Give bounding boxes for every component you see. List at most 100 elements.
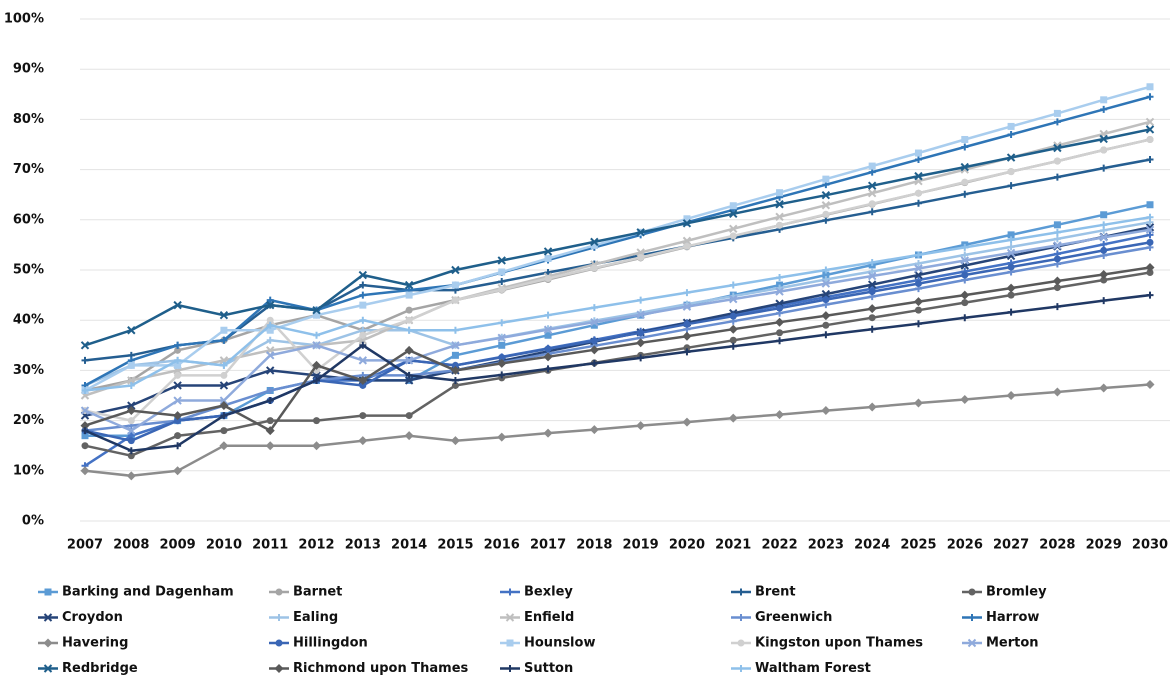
series: [80, 117, 1155, 400]
legend-label: Havering: [62, 636, 128, 651]
x-tick-label: 2011: [252, 538, 288, 553]
marker: [266, 321, 274, 329]
marker: [497, 256, 506, 265]
marker: [961, 143, 969, 151]
marker: [313, 417, 321, 425]
legend-item: Barking and Dagenham: [38, 585, 234, 600]
legend-marker: [968, 588, 976, 596]
marker: [960, 290, 970, 300]
marker: [682, 219, 692, 228]
marker: [1146, 201, 1154, 209]
marker: [683, 215, 691, 223]
marker: [219, 310, 229, 320]
marker: [868, 258, 876, 266]
marker: [544, 331, 552, 339]
marker: [729, 312, 737, 320]
marker: [1099, 270, 1109, 280]
series: [80, 262, 1155, 436]
legend-item: Merton: [962, 636, 1039, 651]
marker: [960, 256, 969, 265]
marker: [81, 356, 89, 364]
marker: [404, 345, 414, 355]
marker: [1100, 146, 1108, 154]
series: [81, 291, 1154, 455]
marker: [775, 200, 784, 209]
marker: [961, 314, 969, 322]
x-tick-label: 2018: [576, 538, 612, 553]
marker: [1146, 213, 1154, 221]
marker: [451, 341, 460, 350]
y-tick-label: 10%: [13, 463, 44, 478]
series-line: [84, 383, 1151, 478]
marker: [359, 281, 367, 289]
marker: [822, 216, 830, 224]
marker: [174, 356, 182, 364]
marker: [1100, 164, 1108, 172]
marker: [776, 304, 784, 312]
marker: [265, 426, 275, 436]
legend-label: Croydon: [62, 610, 123, 625]
marker: [868, 325, 876, 333]
marker: [1100, 297, 1108, 305]
legend-marker: [275, 639, 283, 647]
marker: [266, 386, 274, 394]
marker: [359, 341, 367, 349]
marker: [312, 341, 321, 350]
marker: [637, 354, 645, 362]
series-line: [85, 203, 1151, 437]
legend-label: Brent: [755, 585, 796, 600]
marker: [914, 264, 923, 273]
marker: [1146, 269, 1154, 277]
x-tick-label: 2007: [67, 538, 103, 553]
x-tick-label: 2027: [993, 538, 1029, 553]
marker: [312, 305, 321, 315]
marker: [1053, 221, 1061, 229]
marker: [1006, 153, 1016, 162]
marker: [729, 336, 737, 344]
marker: [1053, 303, 1061, 311]
legend-item: Hillingdon: [269, 636, 368, 651]
marker: [543, 428, 553, 438]
marker: [914, 270, 923, 280]
marker: [220, 412, 228, 420]
legend-marker: [737, 665, 745, 672]
marker: [405, 371, 413, 379]
legend-item: Havering: [38, 636, 128, 651]
y-tick-label: 60%: [13, 212, 44, 227]
marker: [1100, 105, 1108, 113]
marker: [728, 413, 738, 423]
x-tick-label: 2015: [437, 538, 473, 553]
marker: [1099, 233, 1108, 242]
marker: [914, 251, 922, 259]
x-tick-label: 2024: [854, 538, 890, 553]
legend-marker: [506, 588, 514, 596]
legend-item: Redbridge: [38, 661, 138, 676]
marker: [683, 289, 691, 297]
marker: [313, 311, 321, 319]
x-tick-label: 2025: [900, 538, 936, 553]
marker: [683, 320, 691, 328]
marker: [728, 324, 738, 334]
legend-marker: [275, 588, 283, 596]
marker: [266, 336, 274, 344]
series-line: [84, 128, 1151, 347]
x-tick-label: 2009: [160, 538, 196, 553]
marker: [682, 331, 692, 341]
legend-marker: [43, 613, 53, 622]
marker: [683, 348, 691, 356]
marker: [822, 296, 830, 304]
marker: [313, 331, 321, 339]
marker: [729, 281, 737, 289]
marker: [1053, 235, 1061, 243]
series: [80, 379, 1155, 481]
marker: [1100, 211, 1108, 219]
marker: [867, 280, 877, 289]
marker: [451, 281, 459, 289]
marker: [868, 208, 876, 216]
marker: [821, 289, 831, 299]
marker: [914, 259, 922, 267]
marker: [405, 306, 413, 314]
marker: [1007, 308, 1015, 316]
marker: [451, 265, 460, 275]
marker: [1146, 238, 1154, 246]
